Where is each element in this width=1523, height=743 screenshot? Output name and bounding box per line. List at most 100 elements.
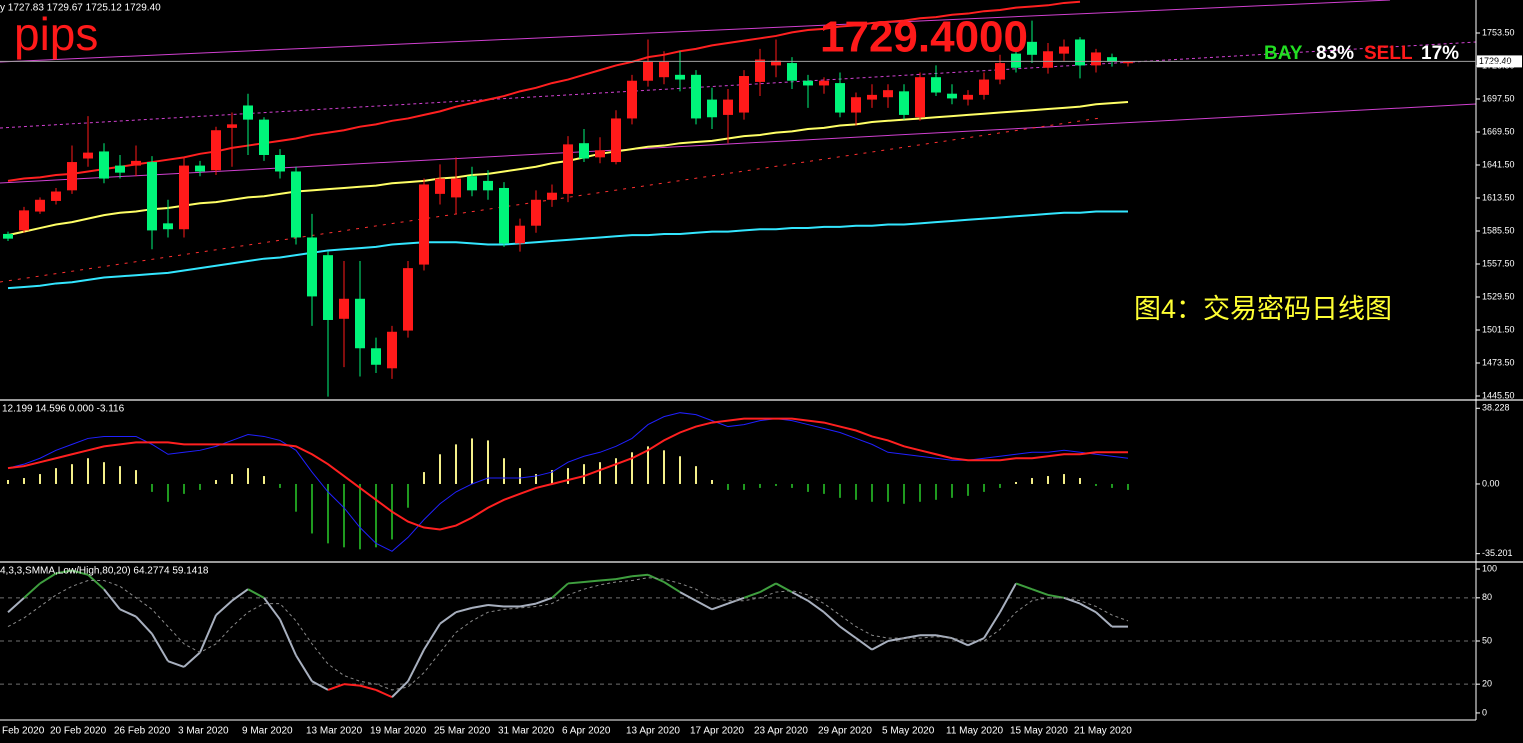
sell-percent: 17% — [1421, 43, 1459, 64]
stoch-segment — [23, 582, 41, 599]
candle-body — [931, 77, 941, 93]
candle-body — [787, 63, 797, 81]
candle-body — [3, 233, 13, 239]
stoch-segment — [599, 578, 617, 582]
y-tick-label: 50 — [1482, 635, 1492, 645]
x-tick-label: 31 Mar 2020 — [498, 726, 555, 737]
stoch-segment — [279, 619, 297, 656]
candle-body — [1123, 61, 1133, 64]
candle-body — [1091, 52, 1101, 66]
stoch-segment — [807, 599, 825, 614]
candle-body — [291, 171, 301, 238]
stoch-segment — [871, 640, 889, 651]
stoch-segment — [823, 611, 841, 628]
stoch-segment — [551, 582, 569, 599]
x-tick-label: 25 Mar 2020 — [434, 726, 491, 737]
candle-body — [851, 97, 861, 113]
candle-body — [307, 237, 317, 297]
stoch-segment — [663, 581, 681, 593]
caption: 图4：交易密码日线图 — [1134, 294, 1392, 324]
stoch-segment — [951, 637, 969, 647]
stoch-segment — [391, 680, 409, 698]
candle-body — [227, 124, 237, 128]
candle-body — [755, 59, 765, 82]
candle-body — [483, 180, 493, 191]
stoch-segment — [103, 588, 121, 610]
candle-body — [163, 223, 173, 230]
candle-body — [387, 331, 397, 369]
candle-body — [19, 210, 29, 231]
candle-body — [99, 151, 109, 179]
x-tick-label: 20 Feb 2020 — [50, 726, 107, 737]
y-tick-label: 20 — [1482, 679, 1492, 689]
stoch-segment — [583, 579, 601, 583]
stoch-segment — [359, 684, 377, 691]
x-tick-label: 15 May 2020 — [1010, 726, 1068, 737]
y-tick-label: 0 — [1482, 707, 1487, 717]
y-tick-label: 1725.50 — [1482, 60, 1515, 70]
stoch-segment — [743, 591, 761, 599]
candle-body — [611, 118, 621, 163]
stoch-segment — [1095, 611, 1113, 628]
candle-body — [1043, 51, 1053, 68]
candle-body — [739, 76, 749, 113]
stoch-segment — [535, 596, 553, 605]
candle-body — [355, 298, 365, 349]
stoch-segment — [327, 683, 345, 691]
candle-body — [275, 154, 285, 172]
candle-body — [691, 74, 701, 119]
stoch-segment — [695, 599, 713, 611]
candle-body — [819, 80, 829, 86]
candle-body — [723, 99, 733, 115]
y-tick-label: 100 — [1482, 563, 1497, 573]
stoch-segment — [295, 654, 313, 682]
x-tick-label: 29 Apr 2020 — [818, 726, 872, 737]
candle-body — [259, 119, 269, 155]
bay-percent: 83% — [1316, 43, 1354, 64]
stoch-header: 4,3,3,SMMA,Low/High,80,20) 64.2774 59.14… — [0, 566, 209, 577]
stoch-segment — [999, 582, 1017, 613]
candle-body — [643, 61, 653, 81]
stoch-segment — [631, 573, 649, 578]
last-price-box — [1477, 55, 1522, 68]
stoch-segment — [263, 597, 281, 621]
candle-body — [531, 199, 541, 226]
candle-body — [979, 79, 989, 95]
stoch-segment — [983, 611, 1001, 639]
macd-line — [7, 412, 1129, 552]
stoch-segment — [151, 633, 169, 662]
candle-body — [803, 80, 813, 86]
stoch-segment — [311, 680, 329, 691]
candle-body — [451, 178, 461, 198]
stoch-segment — [423, 623, 441, 651]
stoch-segment — [519, 602, 537, 608]
macd-line — [7, 417, 1128, 531]
main-header: y 1727.83 1729.67 1725.12 1729.40 — [0, 3, 161, 14]
stoch-segment — [839, 625, 857, 639]
moving-average — [7, 210, 1128, 290]
candle-body — [595, 150, 605, 158]
stoch-segment — [1079, 602, 1097, 614]
stoch-segment — [471, 604, 489, 609]
candle-body — [435, 178, 445, 194]
x-tick-label: 11 May 2020 — [946, 726, 1004, 737]
stoch-segment — [455, 606, 473, 614]
candle-body — [707, 99, 717, 118]
candle-body — [131, 160, 141, 166]
candle-body — [947, 93, 957, 99]
x-tick-label: 23 Apr 2020 — [754, 726, 808, 737]
y-tick-label: 1473.50 — [1482, 357, 1515, 367]
y-tick-label: 1501.50 — [1482, 324, 1515, 334]
stoch-segment — [39, 572, 57, 585]
candle-body — [563, 144, 573, 194]
candle-body — [867, 94, 877, 100]
x-tick-label: 6 Apr 2020 — [562, 726, 611, 737]
macd-header: 12.199 14.596 0.000 -3.116 — [2, 404, 125, 415]
candle-body — [675, 74, 685, 80]
channel-lower — [0, 103, 1477, 184]
channel-upper — [0, 0, 1391, 63]
stoch-segment — [343, 683, 361, 687]
